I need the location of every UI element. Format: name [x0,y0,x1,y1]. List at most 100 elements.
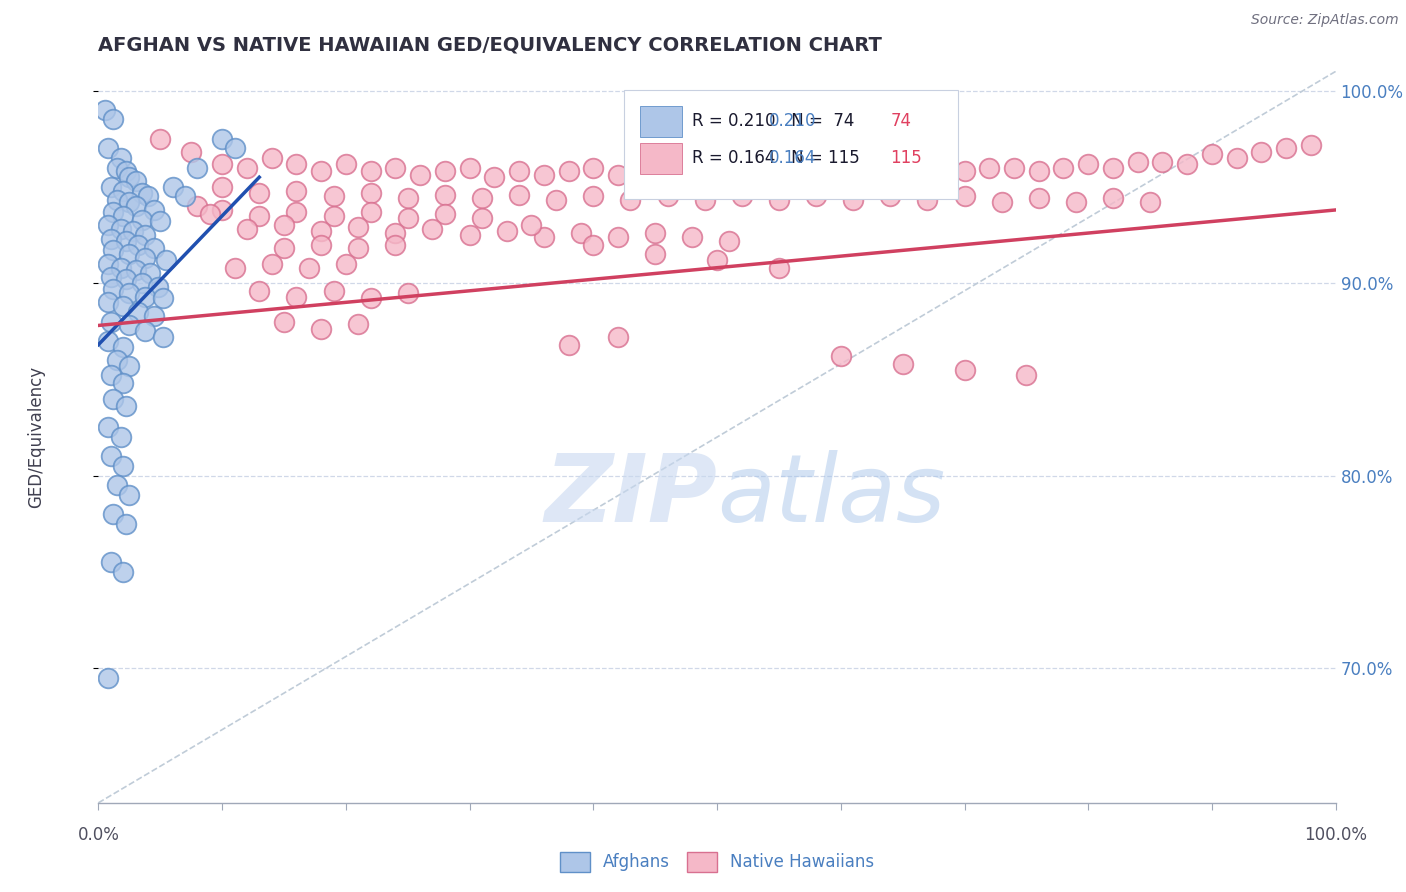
Text: 0.164: 0.164 [769,149,817,167]
Point [731,189,754,203]
Point [335,157,357,171]
Point [1028,164,1050,178]
Point [97,334,120,348]
Point [855,164,877,178]
Point [1250,145,1272,160]
Point [110,260,132,275]
Legend: Afghans, Native Hawaiians: Afghans, Native Hawaiians [553,845,882,879]
Point [103,112,125,127]
Point [100,270,122,285]
Point [396,211,419,225]
Point [990,195,1012,210]
Point [174,189,197,203]
Text: atlas: atlas [717,450,945,541]
Point [979,161,1001,175]
Point [97,295,120,310]
Point [105,478,128,492]
Point [495,224,517,238]
Text: 0.210: 0.210 [769,112,817,130]
Point [508,164,530,178]
Point [100,555,122,569]
Point [508,187,530,202]
Point [110,222,132,236]
Point [211,157,233,171]
Text: 0.0%: 0.0% [77,826,120,844]
Point [247,186,270,200]
Point [134,227,156,242]
Point [114,516,136,531]
Point [755,164,778,178]
Point [309,224,332,238]
Point [97,420,120,434]
Point [118,359,141,373]
Point [100,450,122,464]
Text: 115: 115 [890,149,922,167]
Text: AFGHAN VS NATIVE HAWAIIAN GED/EQUIVALENCY CORRELATION CHART: AFGHAN VS NATIVE HAWAIIAN GED/EQUIVALENC… [98,36,883,54]
Point [260,257,283,271]
Point [582,237,605,252]
Point [285,205,308,219]
FancyBboxPatch shape [624,90,959,200]
Point [112,565,135,579]
Point [134,251,156,265]
Point [879,189,901,203]
Point [360,292,382,306]
Point [484,170,506,185]
Point [110,151,132,165]
Point [582,189,605,203]
Point [309,322,332,336]
Point [644,226,666,240]
Text: Source: ZipAtlas.com: Source: ZipAtlas.com [1251,13,1399,28]
Point [1152,154,1174,169]
Point [97,257,120,271]
Point [657,189,679,203]
Point [928,172,950,186]
Point [953,189,976,203]
Point [1201,147,1223,161]
Point [97,141,120,155]
Point [134,324,156,338]
Point [904,169,927,183]
Point [131,212,153,227]
Point [1175,157,1198,171]
Point [112,184,135,198]
Point [127,305,149,319]
Point [103,507,125,521]
Point [273,242,295,256]
Point [347,220,370,235]
Point [112,340,135,354]
Point [143,242,166,256]
Point [433,187,456,202]
Text: 74: 74 [890,112,911,130]
Point [557,337,579,351]
Point [322,284,344,298]
Point [891,357,914,371]
Point [780,170,803,185]
Point [260,151,283,165]
Point [706,252,728,267]
Point [198,207,221,221]
Point [384,226,406,240]
Point [131,276,153,290]
Point [124,174,146,188]
Point [322,209,344,223]
Point [335,257,357,271]
Point [1002,161,1025,175]
Point [309,237,332,252]
Point [152,292,174,306]
Point [582,161,605,175]
Point [247,209,270,223]
Point [731,172,754,186]
Point [112,209,135,223]
Point [110,430,132,444]
Point [409,169,432,183]
Point [93,103,115,117]
Point [1226,151,1249,165]
Point [347,242,370,256]
Point [112,458,135,473]
Point [718,234,741,248]
Point [1139,195,1161,210]
Point [1275,141,1298,155]
Point [396,285,419,300]
Point [186,161,208,175]
